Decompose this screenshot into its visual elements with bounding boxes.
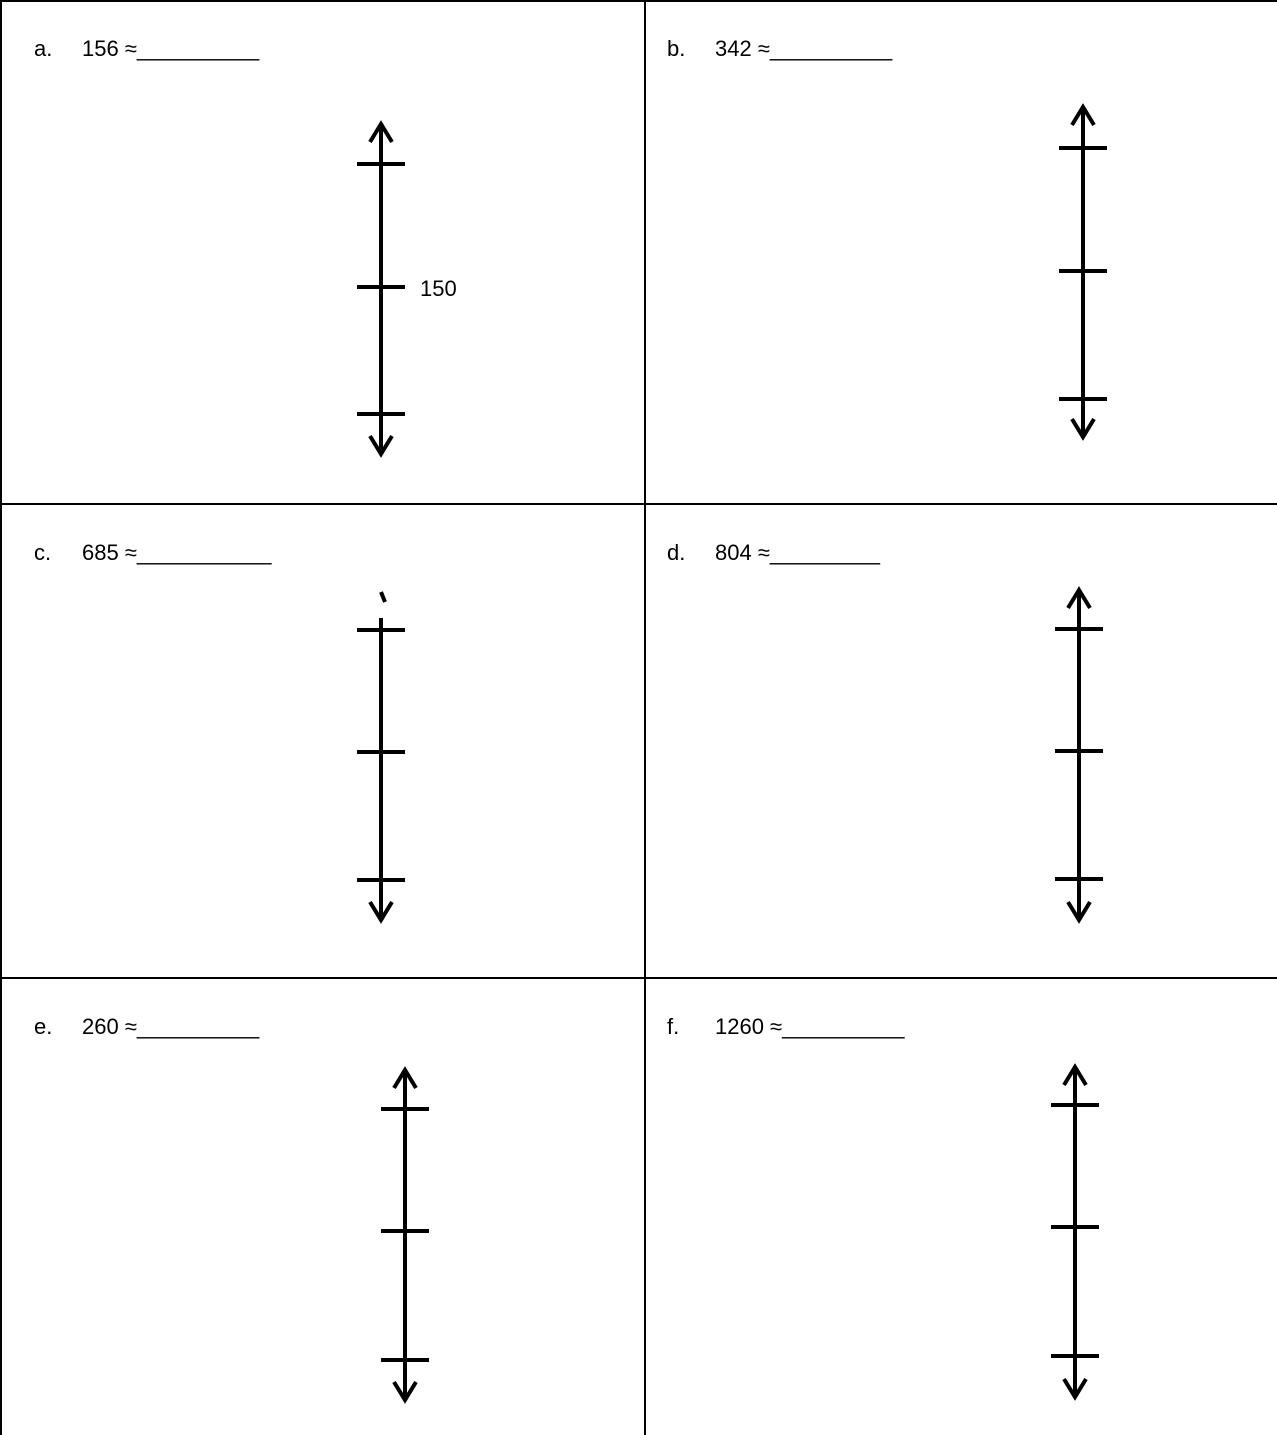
arrow-down-icon [1062, 1377, 1088, 1401]
arrow-up-icon [1070, 103, 1096, 127]
arrow-down-icon [368, 434, 394, 458]
problem-f-prompt: f. 1260 ≈ __________ [667, 1014, 905, 1040]
problem-expression: 1260 ≈ [715, 1014, 783, 1039]
grid-line-row2 [0, 977, 1277, 979]
vertical-number-line [357, 120, 405, 458]
problem-expression: 804 ≈ [715, 540, 770, 565]
vertical-number-line [357, 591, 405, 924]
arrow-down-icon [368, 900, 394, 924]
grid-line-middle [644, 0, 646, 1435]
answer-blank[interactable]: __________ [782, 1014, 905, 1039]
arrow-down-icon [1070, 417, 1096, 441]
vertical-number-line [1051, 1063, 1099, 1401]
problem-a-prompt: a. 156 ≈ __________ [34, 36, 259, 62]
answer-blank[interactable]: _________ [769, 540, 881, 565]
problem-b: b. 342 ≈ __________ [645, 0, 1277, 504]
answer-blank[interactable]: __________ [769, 36, 893, 61]
grid-line-top [0, 0, 1277, 2]
arrow-up-icon [368, 120, 394, 144]
problem-expression: 156 ≈ [82, 36, 137, 61]
problem-e-prompt: e. 260 ≈ __________ [34, 1014, 259, 1040]
problem-e: e. 260 ≈ __________ [0, 978, 645, 1435]
problem-f: f. 1260 ≈ __________ [645, 978, 1277, 1435]
grid-line-left [0, 0, 2, 1435]
problem-d: d. 804 ≈ _________ [645, 504, 1277, 978]
problem-expression: 342 ≈ [715, 36, 770, 61]
tick-label-middle: 150 [420, 276, 457, 301]
arrow-down-icon [392, 1380, 418, 1404]
problem-d-prompt: d. 804 ≈ _________ [667, 540, 880, 566]
answer-blank[interactable]: ___________ [136, 540, 272, 565]
problem-expression: 260 ≈ [82, 1014, 137, 1039]
arrow-up-icon [392, 1066, 418, 1090]
vertical-number-line [1059, 103, 1107, 441]
problem-letter: e. [34, 1014, 53, 1039]
problem-a: a. 156 ≈ __________ 150 [0, 0, 645, 504]
problem-letter: c. [34, 540, 52, 565]
vertical-number-line [381, 1066, 429, 1404]
arrow-up-icon-partial [379, 591, 387, 603]
vertical-number-line [1055, 586, 1103, 924]
problem-letter: b. [667, 36, 686, 61]
problem-expression: 685 ≈ [82, 540, 137, 565]
arrow-up-icon [1066, 586, 1092, 610]
arrow-down-icon [1066, 900, 1092, 924]
arrow-up-icon [1062, 1063, 1088, 1087]
grid-line-row1 [0, 503, 1277, 505]
problem-c: c. 685 ≈ ___________ [0, 504, 645, 978]
answer-blank[interactable]: __________ [136, 1014, 260, 1039]
answer-blank[interactable]: __________ [136, 36, 260, 61]
problem-c-prompt: c. 685 ≈ ___________ [34, 540, 272, 566]
problem-letter: a. [34, 36, 53, 61]
problem-letter: d. [667, 540, 686, 565]
problem-b-prompt: b. 342 ≈ __________ [667, 36, 892, 62]
problem-letter: f. [667, 1014, 680, 1039]
